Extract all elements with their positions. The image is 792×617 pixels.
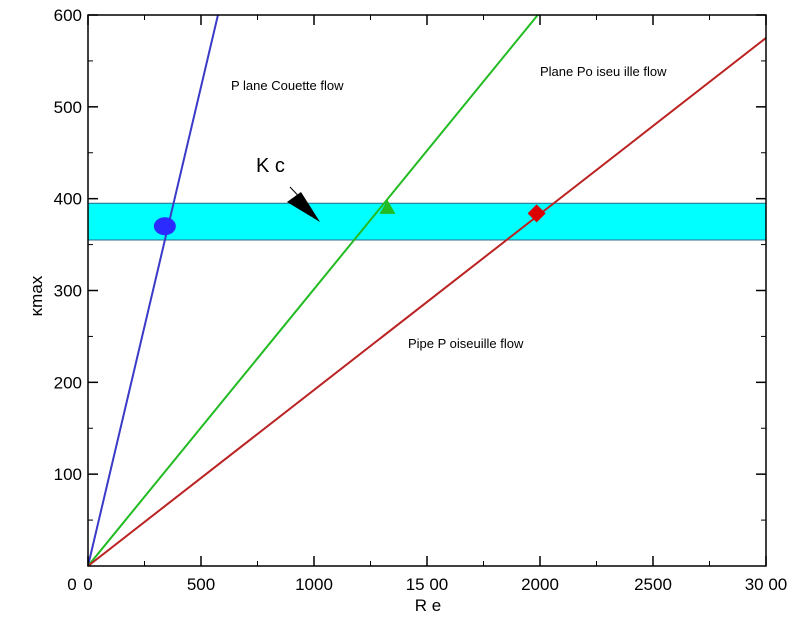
origin-label: 0: [67, 575, 76, 594]
x-tick-label: 30 00: [745, 575, 788, 594]
x-tick-label: 2000: [521, 575, 559, 594]
x-axis-label: R e: [415, 596, 441, 615]
y-tick-label: 300: [54, 282, 82, 301]
series-marker-0: [153, 217, 176, 236]
kc-band: [87, 202, 767, 241]
series-marker-2: [527, 204, 546, 223]
y-axis-label: κmax: [27, 275, 46, 316]
y-ticks: 100 200 300 400 500 600: [54, 6, 766, 521]
series-line-2: [88, 37, 766, 566]
x-tick-label: 1000: [295, 575, 333, 594]
y-tick-label: 500: [54, 98, 82, 117]
y-tick-label: 400: [54, 190, 82, 209]
x-tick-label: 0: [83, 575, 92, 594]
series-markers: [153, 199, 546, 236]
y-tick-label: 600: [54, 6, 82, 25]
series-line-1: [88, 15, 539, 566]
kc-band-rect: [87, 202, 767, 241]
series-label-pipe-poiseuille: Pipe P oiseuille flow: [408, 336, 524, 351]
y-tick-label: 200: [54, 373, 82, 392]
x-ticks: 0 500 1000 15 00 2000 2500 30 00: [83, 15, 787, 594]
y-tick-label: 100: [54, 465, 82, 484]
x-tick-label: 15 00: [406, 575, 449, 594]
series-label-plane-poiseuille: Plane Po iseu ille flow: [540, 64, 667, 79]
series-label-plane-couette: P lane Couette flow: [231, 78, 344, 93]
series-line-0: [88, 15, 219, 566]
series-marker-1: [379, 199, 396, 214]
x-tick-label: 2500: [634, 575, 672, 594]
series-lines: [88, 15, 766, 566]
band-arrow-head: [287, 192, 320, 222]
band-label: K c: [256, 155, 285, 177]
x-tick-label: 500: [187, 575, 215, 594]
plot-frame: [87, 14, 767, 567]
